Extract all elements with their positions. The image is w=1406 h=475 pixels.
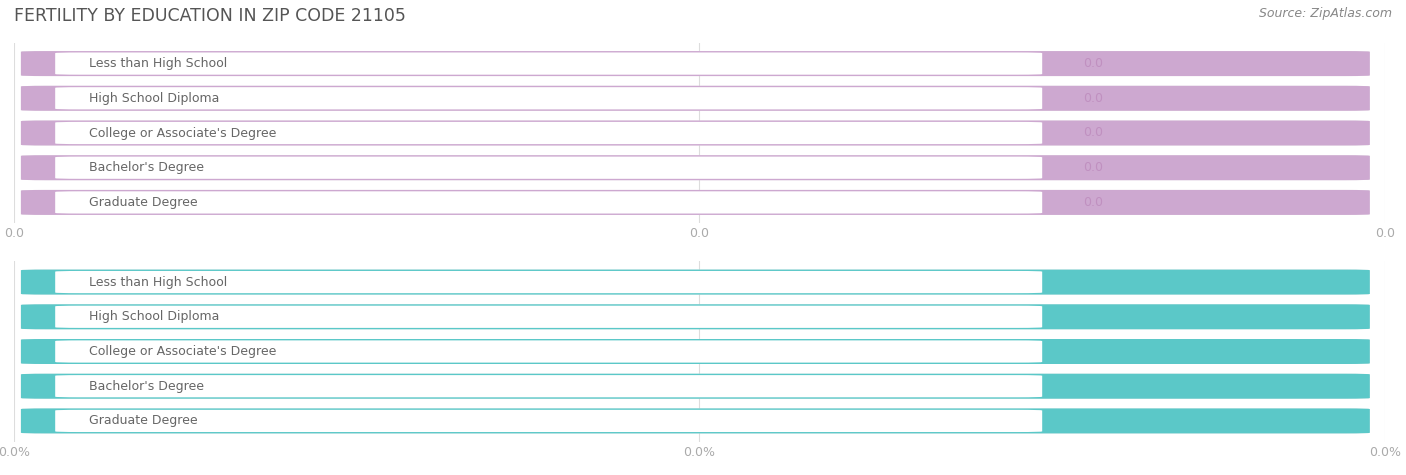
Text: Bachelor's Degree: Bachelor's Degree bbox=[90, 161, 204, 174]
FancyBboxPatch shape bbox=[55, 157, 1042, 179]
FancyBboxPatch shape bbox=[21, 121, 1369, 145]
Text: Less than High School: Less than High School bbox=[90, 276, 228, 289]
Text: Less than High School: Less than High School bbox=[90, 57, 228, 70]
FancyBboxPatch shape bbox=[21, 304, 1369, 329]
Text: Graduate Degree: Graduate Degree bbox=[90, 196, 198, 209]
FancyBboxPatch shape bbox=[21, 270, 1369, 294]
Text: High School Diploma: High School Diploma bbox=[90, 310, 219, 323]
FancyBboxPatch shape bbox=[21, 86, 1369, 111]
FancyBboxPatch shape bbox=[55, 271, 1042, 293]
FancyBboxPatch shape bbox=[21, 270, 1369, 294]
FancyBboxPatch shape bbox=[21, 121, 1369, 145]
Text: 0.0: 0.0 bbox=[1084, 57, 1104, 70]
FancyBboxPatch shape bbox=[21, 155, 1369, 180]
FancyBboxPatch shape bbox=[21, 190, 1369, 215]
FancyBboxPatch shape bbox=[55, 341, 1042, 362]
FancyBboxPatch shape bbox=[21, 339, 1369, 364]
FancyBboxPatch shape bbox=[21, 304, 1369, 329]
Text: 0.0%: 0.0% bbox=[1084, 380, 1115, 393]
FancyBboxPatch shape bbox=[21, 374, 1369, 399]
Text: 0.0: 0.0 bbox=[1084, 161, 1104, 174]
FancyBboxPatch shape bbox=[21, 51, 1369, 76]
Text: 0.0%: 0.0% bbox=[1084, 276, 1115, 289]
FancyBboxPatch shape bbox=[21, 190, 1369, 215]
Text: 0.0%: 0.0% bbox=[1084, 414, 1115, 428]
Text: FERTILITY BY EDUCATION IN ZIP CODE 21105: FERTILITY BY EDUCATION IN ZIP CODE 21105 bbox=[14, 7, 406, 25]
FancyBboxPatch shape bbox=[55, 410, 1042, 432]
Text: Graduate Degree: Graduate Degree bbox=[90, 414, 198, 428]
Text: High School Diploma: High School Diploma bbox=[90, 92, 219, 105]
FancyBboxPatch shape bbox=[21, 339, 1369, 364]
FancyBboxPatch shape bbox=[21, 155, 1369, 180]
Text: 0.0%: 0.0% bbox=[1084, 310, 1115, 323]
Text: College or Associate's Degree: College or Associate's Degree bbox=[90, 126, 277, 140]
Text: 0.0: 0.0 bbox=[1084, 126, 1104, 140]
Text: 0.0: 0.0 bbox=[1084, 92, 1104, 105]
FancyBboxPatch shape bbox=[55, 375, 1042, 397]
FancyBboxPatch shape bbox=[21, 408, 1369, 433]
Text: Source: ZipAtlas.com: Source: ZipAtlas.com bbox=[1258, 7, 1392, 20]
FancyBboxPatch shape bbox=[55, 306, 1042, 328]
FancyBboxPatch shape bbox=[21, 374, 1369, 399]
Text: College or Associate's Degree: College or Associate's Degree bbox=[90, 345, 277, 358]
FancyBboxPatch shape bbox=[55, 52, 1042, 75]
FancyBboxPatch shape bbox=[55, 122, 1042, 144]
Text: 0.0: 0.0 bbox=[1084, 196, 1104, 209]
FancyBboxPatch shape bbox=[21, 408, 1369, 433]
FancyBboxPatch shape bbox=[21, 86, 1369, 111]
FancyBboxPatch shape bbox=[55, 191, 1042, 214]
Text: 0.0%: 0.0% bbox=[1084, 345, 1115, 358]
Text: Bachelor's Degree: Bachelor's Degree bbox=[90, 380, 204, 393]
FancyBboxPatch shape bbox=[55, 87, 1042, 109]
FancyBboxPatch shape bbox=[21, 51, 1369, 76]
